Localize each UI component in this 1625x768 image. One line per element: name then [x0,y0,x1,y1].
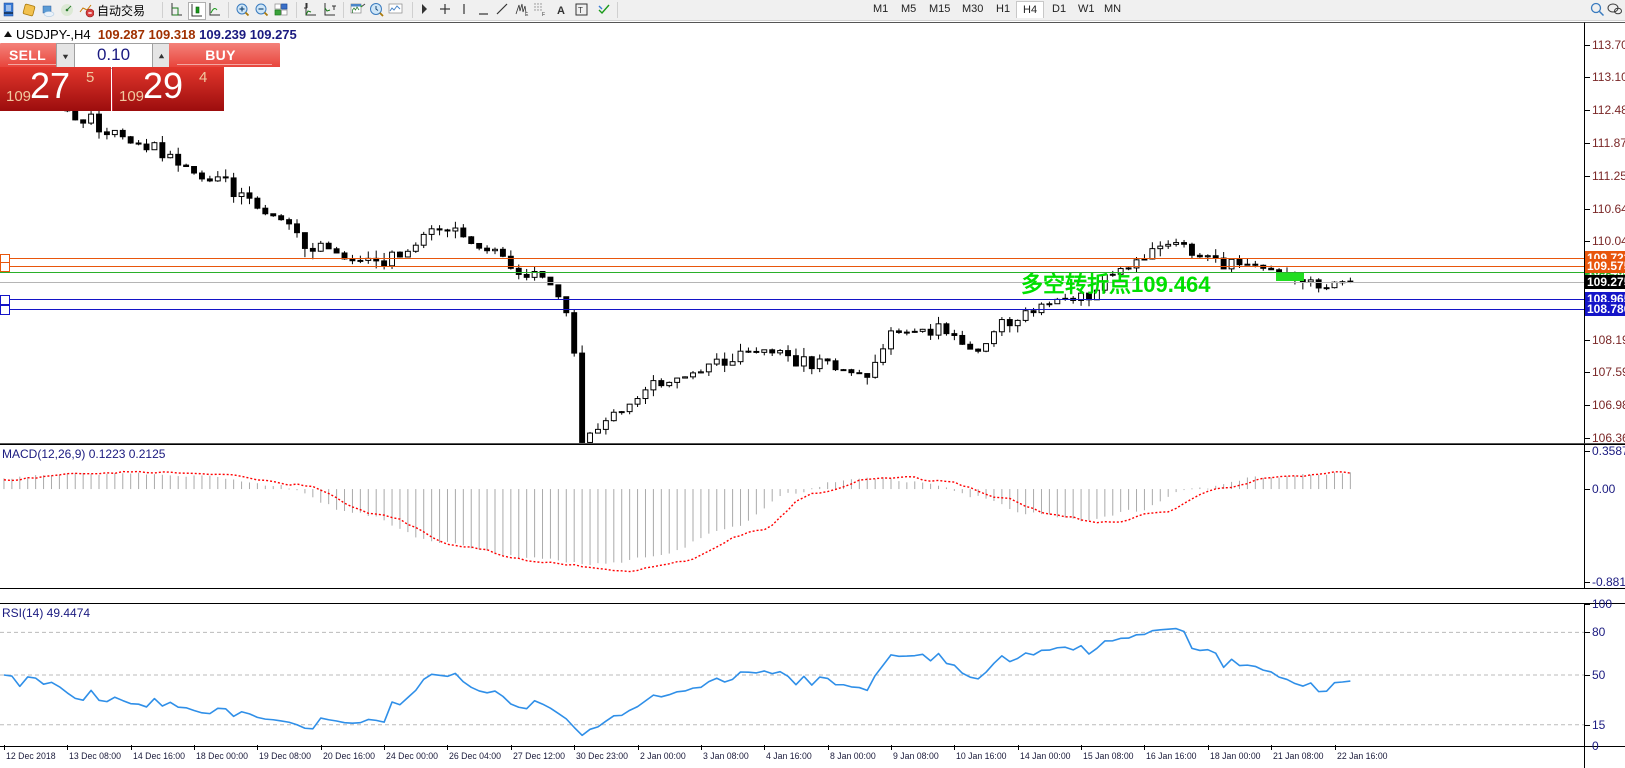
svg-text:T: T [578,6,583,15]
svg-text:F: F [542,12,545,18]
svg-text:E: E [525,12,529,18]
svg-text:A: A [557,5,565,17]
